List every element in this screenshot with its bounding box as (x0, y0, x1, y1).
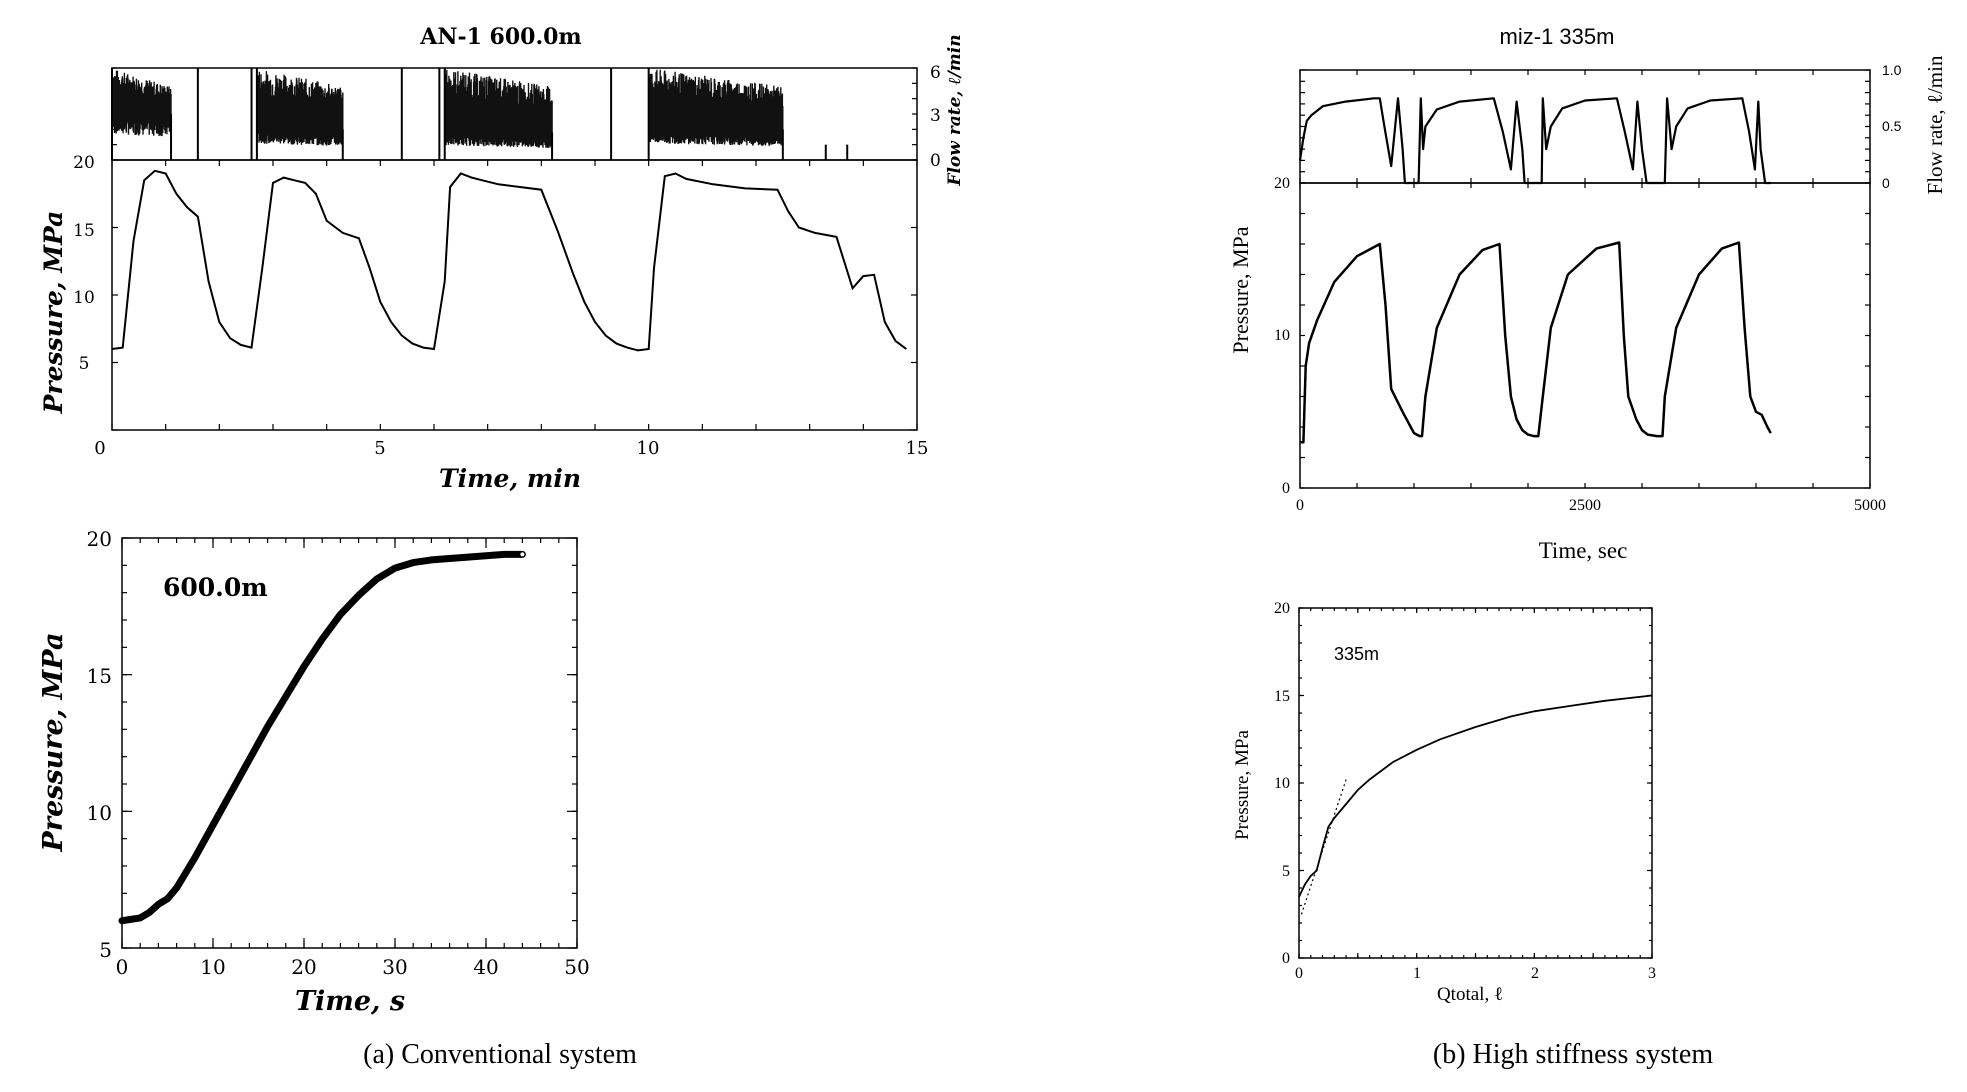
an1-y2tick-label: 3 (930, 106, 941, 126)
qtotal-ytick-label: 15 (1274, 688, 1290, 705)
ramp-ytick-label: 10 (87, 801, 112, 825)
an1-xlabel: Time, min (439, 464, 581, 493)
an1-x-ticks: 0 5 10 15 (94, 438, 928, 459)
an1-ytick-label: 10 (73, 288, 95, 308)
an1-xtick-label: 5 (374, 438, 385, 459)
miz1-flow-line (1298, 97, 1771, 185)
miz1-ylabel: Pressure, MPa (1228, 226, 1253, 353)
miz1-flow-area (1298, 69, 1871, 185)
miz1-pressure-frame (1299, 182, 1871, 489)
an1-ytick-label: 20 (73, 153, 95, 173)
an1-flow-burst (111, 70, 172, 137)
miz1-y-ticks: 0 10 20 (1274, 175, 1290, 497)
miz1-cycles-chart: miz-1 335m 0 10 20 0 0.5 1.0 0 2500 5000… (1228, 24, 1947, 563)
qtotal-ytick-label: 20 (1274, 600, 1290, 617)
qtotal-ytick-label: 5 (1282, 863, 1290, 880)
miz1-ytick-label: 10 (1274, 327, 1290, 344)
an1-cycles-chart: AN-1 600.0m 5 10 15 20 0 3 6 0 5 10 15 T… (39, 24, 965, 493)
ramp-end-marker (519, 551, 526, 558)
an1-ramp-frame (121, 537, 578, 949)
ramp-xtick-label: 30 (382, 955, 407, 979)
ramp-ytick-label: 20 (87, 527, 112, 551)
ramp-xlabel: Time, s (295, 986, 405, 1017)
ramp-annotation: 600.0m (163, 573, 268, 602)
an1-y2-ticks: 0 3 6 (930, 63, 941, 171)
an1-y-ticks: 5 10 15 20 (73, 153, 95, 374)
ramp-xtick-label: 50 (564, 955, 589, 979)
an1-y2tick-label: 0 (930, 151, 941, 171)
qtotal-ylabel: Pressure, MPa (1232, 730, 1253, 840)
miz1-y2tick-label: 1.0 (1882, 62, 1902, 78)
miz1-ytick-label: 20 (1274, 175, 1290, 192)
miz1-xtick-label: 5000 (1854, 497, 1886, 514)
miz1-title: miz-1 335m (1500, 24, 1615, 49)
ramp-xtick-label: 40 (473, 955, 498, 979)
an1-flow-burst (444, 68, 553, 148)
caption-left: (a) Conventional system (363, 1039, 637, 1070)
miz1-y2tick-label: 0.5 (1882, 118, 1902, 134)
miz1-xtick-label: 2500 (1569, 497, 1601, 514)
ramp-pressure-line (118, 550, 526, 925)
an1-ylabel: Pressure, MPa (39, 211, 68, 415)
an1-flow-burst (256, 71, 344, 146)
qtotal-xtick-label: 1 (1413, 965, 1421, 982)
miz1-xlabel: Time, sec (1539, 538, 1628, 563)
an1-ramp-chart: 600.0m 5 10 15 20 0 10 20 30 40 50 Time,… (38, 527, 590, 1017)
ramp-plot-area (118, 537, 578, 949)
qtotal-xtick-label: 0 (1295, 965, 1303, 982)
qtotal-xlabel: Qtotal, ℓ (1437, 984, 1503, 1005)
ramp-ylabel: Pressure, MPa (38, 633, 69, 853)
miz1-y2label: Flow rate, ℓ/min (1923, 55, 1947, 194)
qtotal-tangent-line (1300, 779, 1347, 915)
an1-pressure-line (111, 169, 907, 352)
qtotal-y-ticks: 0 5 10 15 20 (1274, 600, 1290, 967)
ramp-y-ticks: 5 10 15 20 (87, 527, 112, 962)
miz1-ytick-label: 0 (1282, 480, 1290, 497)
miz1-y2-ticks: 0 0.5 1.0 (1882, 62, 1902, 191)
ramp-xtick-label: 0 (116, 955, 129, 979)
an1-flow-area (111, 67, 917, 161)
miz1-plot-area (1299, 182, 1871, 489)
qtotal-xtick-label: 2 (1531, 965, 1539, 982)
an1-ytick-label: 5 (79, 354, 90, 374)
caption-right: (b) High stiffness system (1433, 1039, 1713, 1070)
an1-pressure-frame (111, 159, 918, 431)
ramp-ytick-label: 5 (99, 938, 112, 962)
qtotal-annotation: 335m (1334, 644, 1379, 664)
an1-y2tick-label: 6 (930, 63, 941, 83)
qtotal-xtick-label: 3 (1648, 965, 1656, 982)
ramp-xtick-label: 10 (200, 955, 225, 979)
miz1-x-ticks: 0 2500 5000 (1296, 497, 1886, 514)
an1-plot-area (111, 159, 918, 431)
an1-flow-burst (648, 69, 784, 146)
qtotal-pressure-line (1298, 694, 1653, 898)
ramp-ytick-label: 15 (87, 664, 112, 688)
miz1-xtick-label: 0 (1296, 497, 1304, 514)
an1-ytick-label: 15 (73, 221, 95, 241)
qtotal-ytick-label: 0 (1282, 950, 1290, 967)
an1-xtick-label: 10 (637, 438, 660, 459)
qtotal-x-ticks: 0 1 2 3 (1295, 965, 1656, 982)
ramp-x-ticks: 0 10 20 30 40 50 (116, 955, 590, 979)
qtotal-plot-area (1298, 607, 1653, 959)
miz1-y2tick-label: 0 (1882, 175, 1890, 191)
an1-y2label: Flow rate, ℓ/min (945, 34, 965, 186)
an1-xtick-label: 0 (94, 438, 105, 459)
miz1-pressure-line (1300, 241, 1772, 444)
qtotal-ytick-label: 10 (1274, 775, 1290, 792)
an1-xtick-label: 15 (906, 438, 929, 459)
ramp-xtick-label: 20 (291, 955, 316, 979)
miz1-qtotal-chart: 335m 0 5 10 15 20 0 1 2 3 Qtotal, ℓ Pres… (1232, 600, 1656, 1005)
an1-title: AN-1 600.0m (419, 24, 581, 50)
